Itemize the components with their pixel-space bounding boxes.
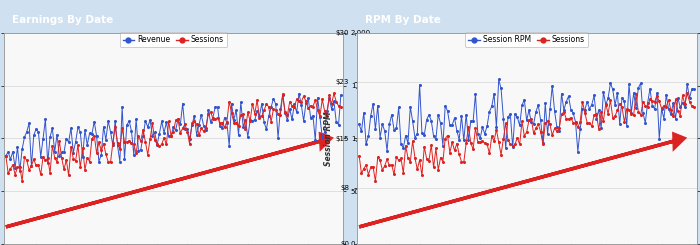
Legend: Session RPM, Sessions: Session RPM, Sessions <box>466 32 588 48</box>
FancyArrow shape <box>359 134 684 227</box>
Y-axis label: Sessions: Sessions <box>373 120 382 157</box>
Text: RPM By Date: RPM By Date <box>365 14 441 24</box>
FancyArrow shape <box>6 134 331 227</box>
Legend: Revenue, Sessions: Revenue, Sessions <box>120 32 227 48</box>
Text: Earnings By Date: Earnings By Date <box>12 14 113 24</box>
Y-axis label: Session RPM: Session RPM <box>324 111 333 166</box>
